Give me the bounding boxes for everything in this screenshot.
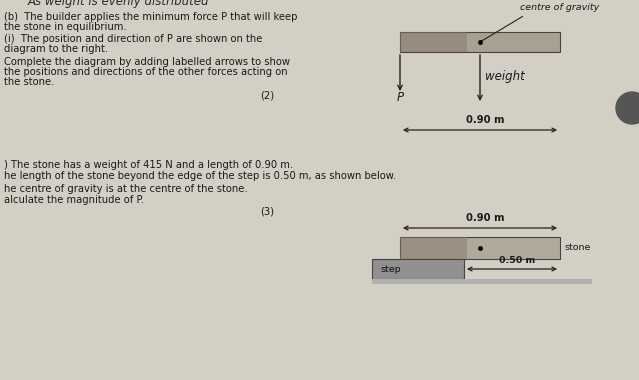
Text: 0.90 m: 0.90 m xyxy=(466,115,505,125)
Text: stone: stone xyxy=(564,243,590,252)
Bar xyxy=(372,259,464,279)
Text: (3): (3) xyxy=(260,206,274,216)
Bar xyxy=(400,32,467,52)
Circle shape xyxy=(616,92,639,124)
Text: ) The stone has a weight of 415 N and a length of 0.90 m.: ) The stone has a weight of 415 N and a … xyxy=(4,160,293,170)
Bar xyxy=(400,237,560,259)
Text: he length of the stone beyond the edge of the step is 0.50 m, as shown below.: he length of the stone beyond the edge o… xyxy=(4,171,396,181)
Text: step: step xyxy=(380,265,401,274)
Bar xyxy=(372,279,592,284)
Text: P: P xyxy=(397,91,404,104)
Text: Complete the diagram by adding labelled arrows to show: Complete the diagram by adding labelled … xyxy=(4,57,290,67)
Text: the stone.: the stone. xyxy=(4,77,54,87)
Text: (i)  The position and direction of P are shown on the: (i) The position and direction of P are … xyxy=(4,34,263,44)
Text: 0.90 m: 0.90 m xyxy=(466,213,505,223)
Text: weight: weight xyxy=(485,70,525,83)
Bar xyxy=(400,237,467,259)
Text: (b)  The builder applies the minimum force P that will keep: (b) The builder applies the minimum forc… xyxy=(4,12,297,22)
Text: As weight is evenly distributed: As weight is evenly distributed xyxy=(28,0,210,8)
Text: diagram to the right.: diagram to the right. xyxy=(4,44,108,54)
Text: alculate the magnitude of P.: alculate the magnitude of P. xyxy=(4,195,144,205)
Bar xyxy=(400,32,560,52)
Text: (2): (2) xyxy=(260,90,274,100)
Text: centre of gravity: centre of gravity xyxy=(520,3,599,12)
Text: 0.50 m: 0.50 m xyxy=(499,256,535,265)
Text: the stone in equilibrium.: the stone in equilibrium. xyxy=(4,22,127,32)
Text: the positions and directions of the other forces acting on: the positions and directions of the othe… xyxy=(4,67,288,77)
Text: he centre of gravity is at the centre of the stone.: he centre of gravity is at the centre of… xyxy=(4,184,248,194)
